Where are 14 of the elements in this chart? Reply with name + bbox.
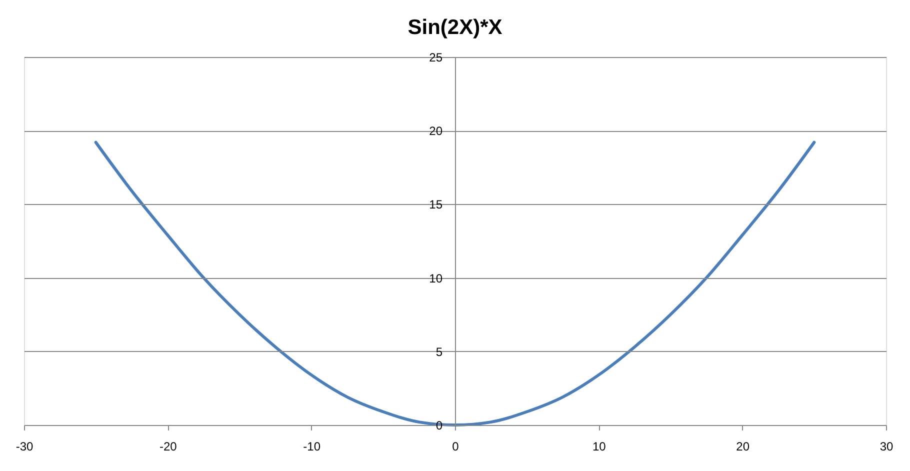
x-tick-label: -30: [16, 440, 34, 454]
y-tick-label: 15: [429, 198, 443, 212]
y-tick-label: 5: [436, 344, 443, 359]
x-tick-label: 0: [452, 440, 460, 454]
x-tick-label: -10: [303, 440, 321, 454]
x-tick-label: 30: [880, 440, 894, 454]
y-tick-label: 10: [429, 271, 443, 286]
x-tick-label: -20: [159, 440, 178, 454]
y-tick-label: 20: [429, 124, 443, 138]
y-tick-label: 25: [429, 50, 443, 64]
x-tick-label: 20: [736, 440, 750, 454]
x-tick-label: 10: [592, 440, 606, 454]
y-tick-label: 0: [436, 418, 443, 432]
chart-title: Sin(2X)*X: [408, 16, 502, 39]
